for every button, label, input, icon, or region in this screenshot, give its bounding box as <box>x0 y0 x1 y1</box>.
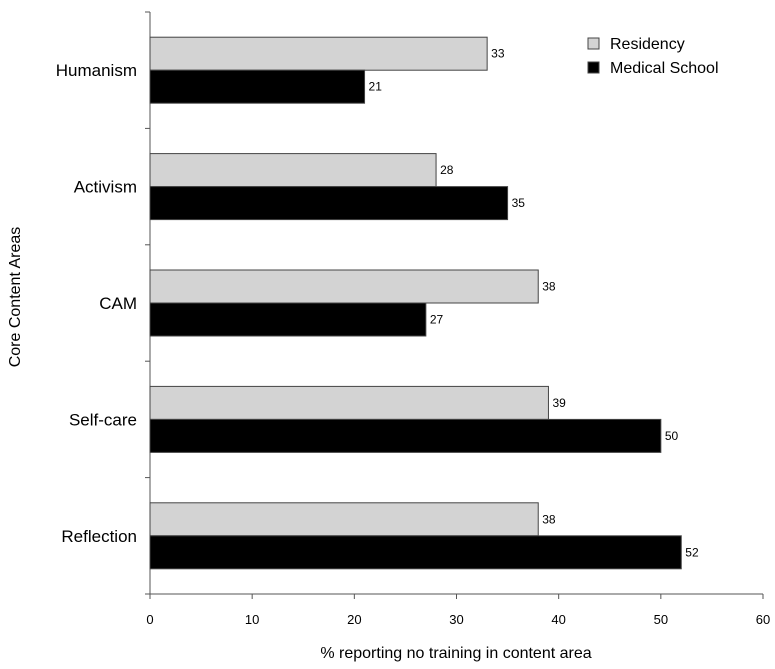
legend-swatch <box>587 37 600 50</box>
data-label: 33 <box>491 47 505 61</box>
category-label: Humanism <box>56 61 137 80</box>
category-label: Activism <box>74 178 137 197</box>
legend-label: Residency <box>610 36 685 53</box>
axes: 0 10 20 30 40 50 60 <box>145 11 770 627</box>
data-label: 50 <box>665 429 679 443</box>
y-axis-title: Core Content Areas <box>7 227 24 368</box>
x-tick-label: 20 <box>347 612 361 627</box>
bar-medical-school <box>149 535 682 570</box>
bar-residency <box>149 269 539 304</box>
legend: Residency Medical School <box>587 36 719 77</box>
data-label: 27 <box>430 313 444 327</box>
category-label: CAM <box>99 294 137 313</box>
bar-residency <box>149 385 549 420</box>
category-label: Reflection <box>61 527 137 546</box>
bar-medical-school <box>149 418 662 453</box>
data-label: 35 <box>512 196 526 210</box>
bar-residency <box>149 502 539 537</box>
x-tick-label: 0 <box>146 612 153 627</box>
data-label: 52 <box>685 545 699 559</box>
bar-residency <box>149 153 437 188</box>
x-axis-title: % reporting no training in content area <box>320 645 591 662</box>
bar-medical-school <box>149 186 509 221</box>
x-tick-label: 50 <box>654 612 668 627</box>
x-tick-label: 60 <box>756 612 770 627</box>
data-label: 28 <box>440 163 454 177</box>
legend-label: Medical School <box>610 60 719 77</box>
bar-residency <box>149 36 488 71</box>
x-tick-label: 30 <box>449 612 463 627</box>
labels: Humanism 33 21 Activism 28 35 CAM 38 27 Self-care… <box>56 47 699 560</box>
data-label: 39 <box>552 396 566 410</box>
legend-swatch <box>587 61 600 74</box>
category-label: Self-care <box>69 410 137 429</box>
bar-medical-school <box>149 302 427 337</box>
data-label: 38 <box>542 280 556 294</box>
x-tick-label: 40 <box>551 612 565 627</box>
x-tick-label: 10 <box>245 612 259 627</box>
data-label: 38 <box>542 512 556 526</box>
data-label: 21 <box>369 80 383 94</box>
bars <box>149 36 682 570</box>
bar-medical-school <box>149 69 366 104</box>
